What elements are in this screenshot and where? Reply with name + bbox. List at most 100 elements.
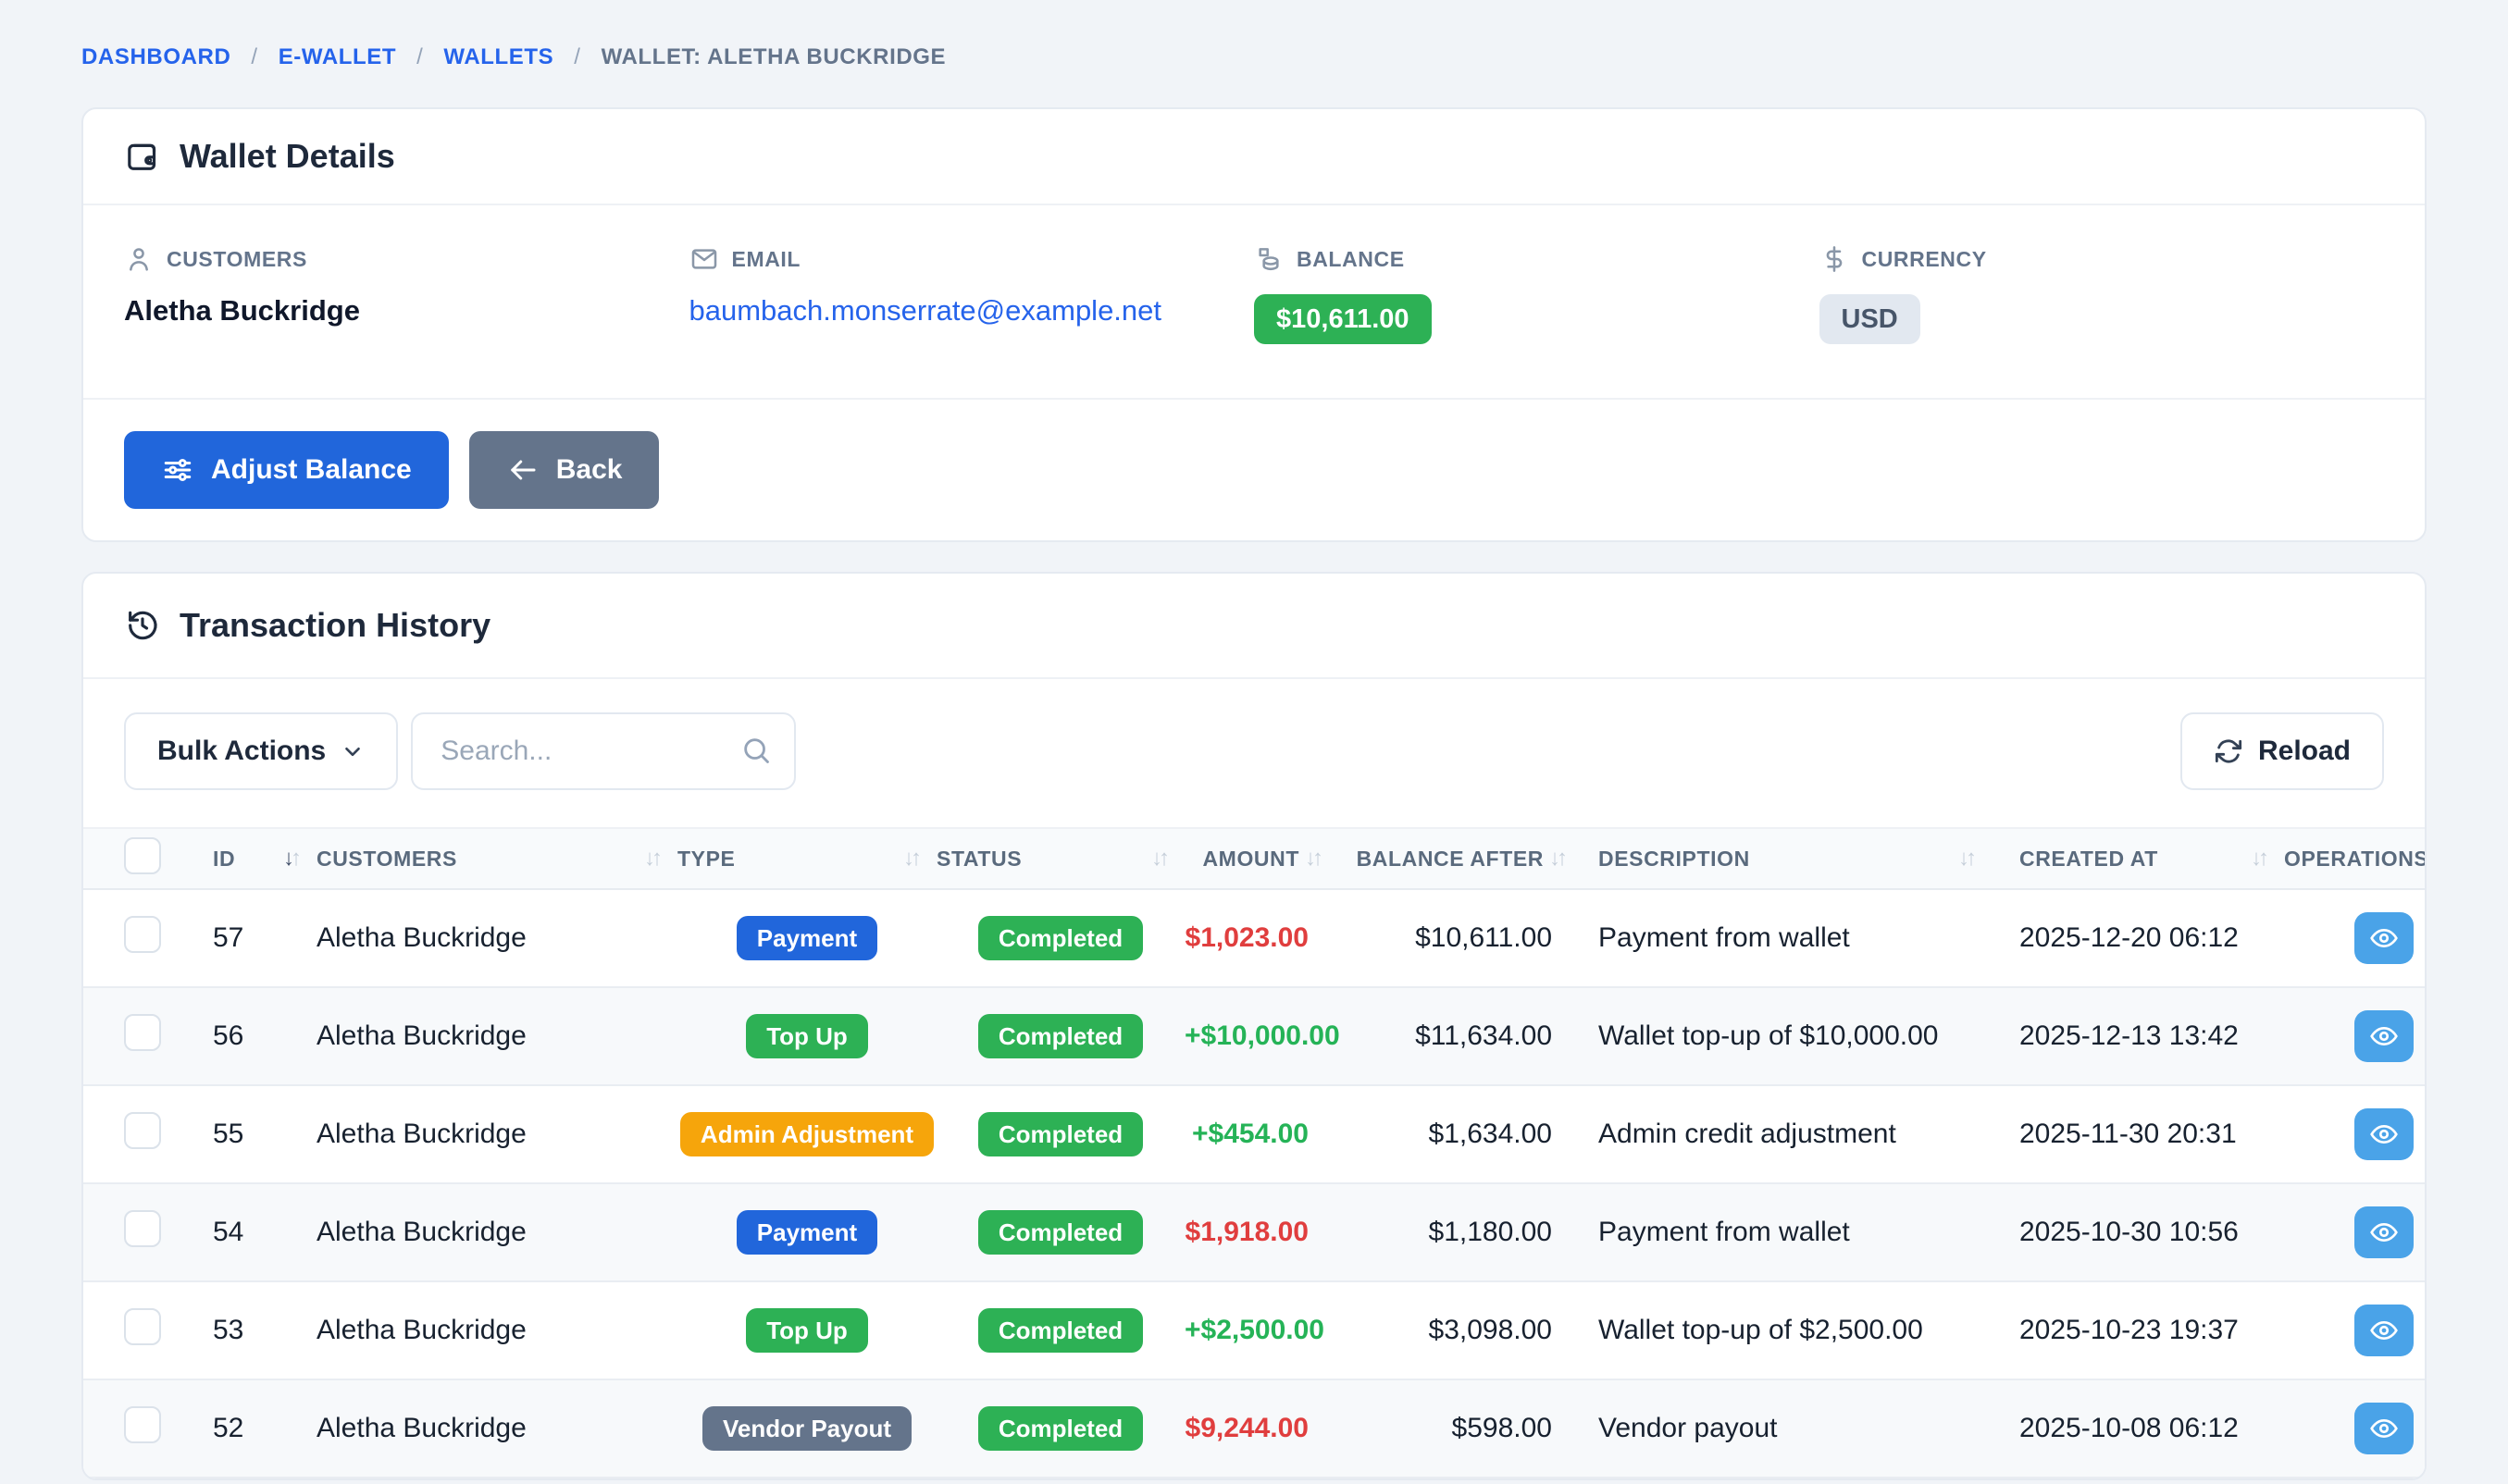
wallet-actions: Adjust Balance Back bbox=[83, 398, 2425, 540]
sort-icon: ↓↑ bbox=[1151, 846, 1170, 871]
cell-amount: +$454.00 bbox=[1192, 1119, 1309, 1149]
cell-amount: +$2,500.00 bbox=[1185, 1315, 1324, 1345]
select-all-checkbox[interactable] bbox=[124, 837, 161, 874]
table-header-row: ID ↓↑ CUSTOMERS ↓↑ TYPE ↓↑ STATUS ↓↑ AMOUNT ↓… bbox=[83, 827, 2425, 890]
user-icon bbox=[124, 244, 154, 274]
back-label: Back bbox=[555, 454, 623, 485]
header-amount[interactable]: AMOUNT ↓↑ bbox=[1185, 827, 1329, 890]
cell-created-at: 2025-11-30 20:31 bbox=[1992, 1086, 2284, 1184]
cell-id: 52 bbox=[213, 1380, 317, 1478]
view-button[interactable] bbox=[2354, 1010, 2414, 1062]
breadcrumb-dashboard[interactable]: DASHBOARD bbox=[81, 44, 231, 69]
header-description[interactable]: DESCRIPTION ↓↑ bbox=[1573, 827, 1992, 890]
currency-badge: USD bbox=[1819, 294, 1920, 344]
field-currency-label: CURRENCY bbox=[1861, 246, 1987, 271]
wallet-icon bbox=[124, 138, 161, 175]
type-badge: Admin Adjustment bbox=[679, 1112, 935, 1156]
balance-badge: $10,611.00 bbox=[1254, 294, 1432, 344]
cell-id: 54 bbox=[213, 1184, 317, 1282]
wallet-details-header: Wallet Details bbox=[83, 109, 2425, 205]
breadcrumb-wallets[interactable]: WALLETS bbox=[443, 44, 554, 69]
view-button[interactable] bbox=[2354, 1305, 2414, 1356]
header-id[interactable]: ID ↓↑ bbox=[213, 827, 317, 890]
header-type[interactable]: TYPE ↓↑ bbox=[677, 827, 937, 890]
view-button[interactable] bbox=[2354, 912, 2414, 964]
row-checkbox[interactable] bbox=[124, 916, 161, 953]
cell-balance-after: $11,634.00 bbox=[1329, 988, 1573, 1086]
cell-description: Vendor payout bbox=[1573, 1380, 1992, 1478]
header-customers[interactable]: CUSTOMERS ↓↑ bbox=[317, 827, 677, 890]
transaction-history-card: Transaction History Bulk Actions Reload bbox=[81, 572, 2427, 1480]
cell-created-at: 2025-10-30 10:56 bbox=[1992, 1184, 2284, 1282]
field-email: EMAIL baumbach.monserrate@example.net bbox=[689, 244, 1255, 344]
table-row: 56 Aletha Buckridge Top Up Completed +$1… bbox=[83, 988, 2425, 1086]
reload-icon bbox=[2214, 736, 2243, 766]
mail-icon bbox=[689, 244, 719, 274]
coins-icon bbox=[1254, 244, 1284, 274]
back-button[interactable]: Back bbox=[468, 431, 660, 509]
adjust-balance-button[interactable]: Adjust Balance bbox=[124, 431, 449, 509]
sort-icon: ↓↑ bbox=[1305, 846, 1323, 871]
cell-id: 57 bbox=[213, 890, 317, 988]
table-row: 52 Aletha Buckridge Vendor Payout Comple… bbox=[83, 1380, 2425, 1478]
header-created-at[interactable]: CREATED AT ↓↑ bbox=[1992, 827, 2284, 890]
field-email-value[interactable]: baumbach.monserrate@example.net bbox=[689, 294, 1162, 327]
header-select-all[interactable] bbox=[83, 827, 213, 890]
row-checkbox[interactable] bbox=[124, 1406, 161, 1443]
cell-customer: Aletha Buckridge bbox=[317, 1184, 677, 1282]
cell-id: 53 bbox=[213, 1282, 317, 1380]
bulk-actions-button[interactable]: Bulk Actions bbox=[124, 712, 399, 790]
type-badge: Payment bbox=[736, 1210, 878, 1255]
arrow-left-icon bbox=[506, 453, 540, 487]
cell-created-at: 2025-12-20 06:12 bbox=[1992, 890, 2284, 988]
sort-icon: ↓↑ bbox=[903, 846, 922, 871]
view-button[interactable] bbox=[2354, 1108, 2414, 1160]
status-badge: Completed bbox=[977, 1210, 1144, 1255]
wallet-fields: CUSTOMERS Aletha Buckridge EMAIL baumbac… bbox=[83, 205, 2425, 398]
cell-balance-after: $1,180.00 bbox=[1329, 1184, 1573, 1282]
sort-icon: ↓↑ bbox=[1958, 846, 1977, 871]
cell-amount: $1,918.00 bbox=[1185, 1217, 1309, 1247]
transaction-history-header: Transaction History bbox=[83, 574, 2425, 679]
row-checkbox[interactable] bbox=[124, 1014, 161, 1051]
field-currency: CURRENCY USD bbox=[1819, 244, 2385, 344]
cell-id: 56 bbox=[213, 988, 317, 1086]
field-balance-label: BALANCE bbox=[1297, 246, 1405, 271]
type-badge: Top Up bbox=[746, 1014, 868, 1058]
wallet-details-title: Wallet Details bbox=[180, 137, 395, 175]
cell-description: Wallet top-up of $10,000.00 bbox=[1573, 988, 1992, 1086]
cell-created-at: 2025-12-13 13:42 bbox=[1992, 988, 2284, 1086]
sort-icon: ↓↑ bbox=[2251, 846, 2269, 871]
reload-button[interactable]: Reload bbox=[2179, 712, 2384, 790]
row-checkbox[interactable] bbox=[124, 1308, 161, 1345]
row-checkbox[interactable] bbox=[124, 1210, 161, 1247]
field-customers-label: CUSTOMERS bbox=[167, 246, 307, 271]
cell-created-at: 2025-10-08 06:12 bbox=[1992, 1380, 2284, 1478]
table-row: 53 Aletha Buckridge Top Up Completed +$2… bbox=[83, 1282, 2425, 1380]
search-input[interactable] bbox=[411, 712, 797, 790]
type-badge: Top Up bbox=[746, 1308, 868, 1353]
breadcrumb-current: WALLET: ALETHA BUCKRIDGE bbox=[601, 44, 947, 69]
breadcrumb-e-wallet[interactable]: E-WALLET bbox=[278, 44, 397, 69]
cell-id: 55 bbox=[213, 1086, 317, 1184]
header-status[interactable]: STATUS ↓↑ bbox=[937, 827, 1185, 890]
cell-balance-after: $10,611.00 bbox=[1329, 890, 1573, 988]
cell-amount: $9,244.00 bbox=[1185, 1413, 1309, 1443]
wallet-details-card: Wallet Details CUSTOMERS Aletha Buckridg… bbox=[81, 107, 2427, 542]
row-checkbox[interactable] bbox=[124, 1112, 161, 1149]
bulk-actions-label: Bulk Actions bbox=[157, 736, 327, 766]
cell-customer: Aletha Buckridge bbox=[317, 1380, 677, 1478]
search-icon bbox=[740, 735, 772, 766]
field-customers-value: Aletha Buckridge bbox=[124, 294, 360, 327]
transactions-table: ID ↓↑ CUSTOMERS ↓↑ TYPE ↓↑ STATUS ↓↑ AMOUNT ↓… bbox=[83, 827, 2425, 1478]
view-button[interactable] bbox=[2354, 1206, 2414, 1258]
eye-icon bbox=[2370, 1418, 2398, 1439]
transactions-toolbar: Bulk Actions Reload bbox=[83, 679, 2425, 827]
sort-icon: ↓↑ bbox=[1549, 846, 1568, 871]
cell-description: Admin credit adjustment bbox=[1573, 1086, 1992, 1184]
table-row: 55 Aletha Buckridge Admin Adjustment Com… bbox=[83, 1086, 2425, 1184]
header-balance-after[interactable]: BALANCE AFTER ↓↑ bbox=[1329, 827, 1573, 890]
cell-customer: Aletha Buckridge bbox=[317, 988, 677, 1086]
view-button[interactable] bbox=[2354, 1403, 2414, 1454]
cell-customer: Aletha Buckridge bbox=[317, 1086, 677, 1184]
